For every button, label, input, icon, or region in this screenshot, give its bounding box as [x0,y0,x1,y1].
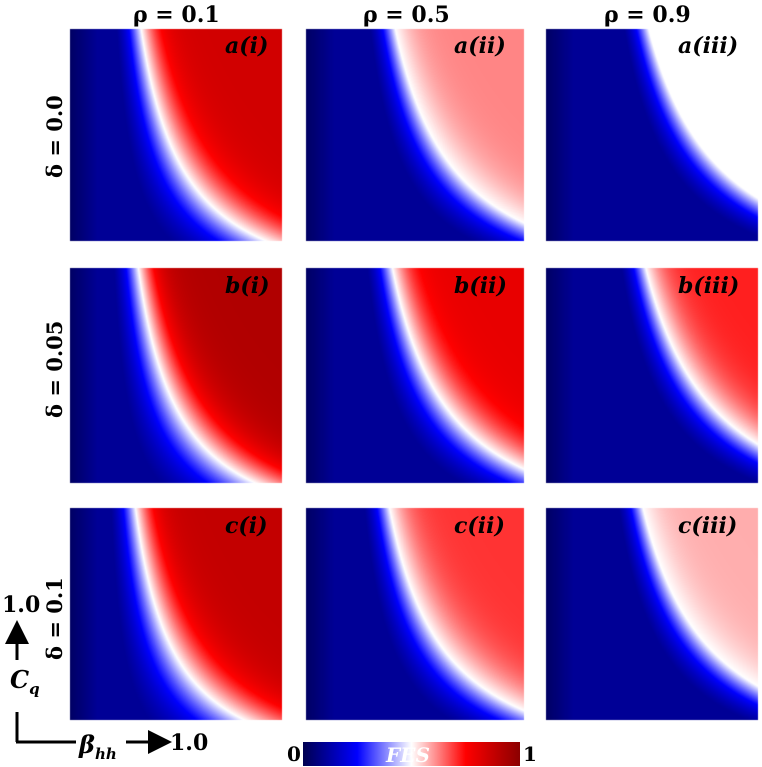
column-label-rho-0-9: ρ = 0.9 [604,2,691,28]
y-axis-end-label: 1.0 [2,592,41,618]
panel-label-b-iii: b(iii) [678,273,740,299]
panel-label-b-i: b(i) [225,273,270,299]
panel-label-c-i: c(i) [225,513,268,539]
column-label-rho-0-1: ρ = 0.1 [133,2,220,28]
x-axis-label: βhh [79,730,117,763]
panel-label-a-ii: a(ii) [454,33,506,59]
colorbar [303,742,520,766]
colorbar-label: FES [386,743,430,767]
x-axis-end-label: 1.0 [170,730,209,756]
panel-label-a-iii: a(iii) [678,33,739,59]
panel-label-c-ii: c(ii) [454,513,505,539]
panel-label-c-iii: c(iii) [678,513,738,539]
panel-label-b-ii: b(ii) [454,273,507,299]
colorbar-min-label: 0 [287,742,301,766]
y-axis-label: Cq [10,665,40,698]
column-label-rho-0-5: ρ = 0.5 [363,2,450,28]
panel-label-a-i: a(i) [225,33,269,59]
colorbar-max-label: 1 [523,742,537,766]
